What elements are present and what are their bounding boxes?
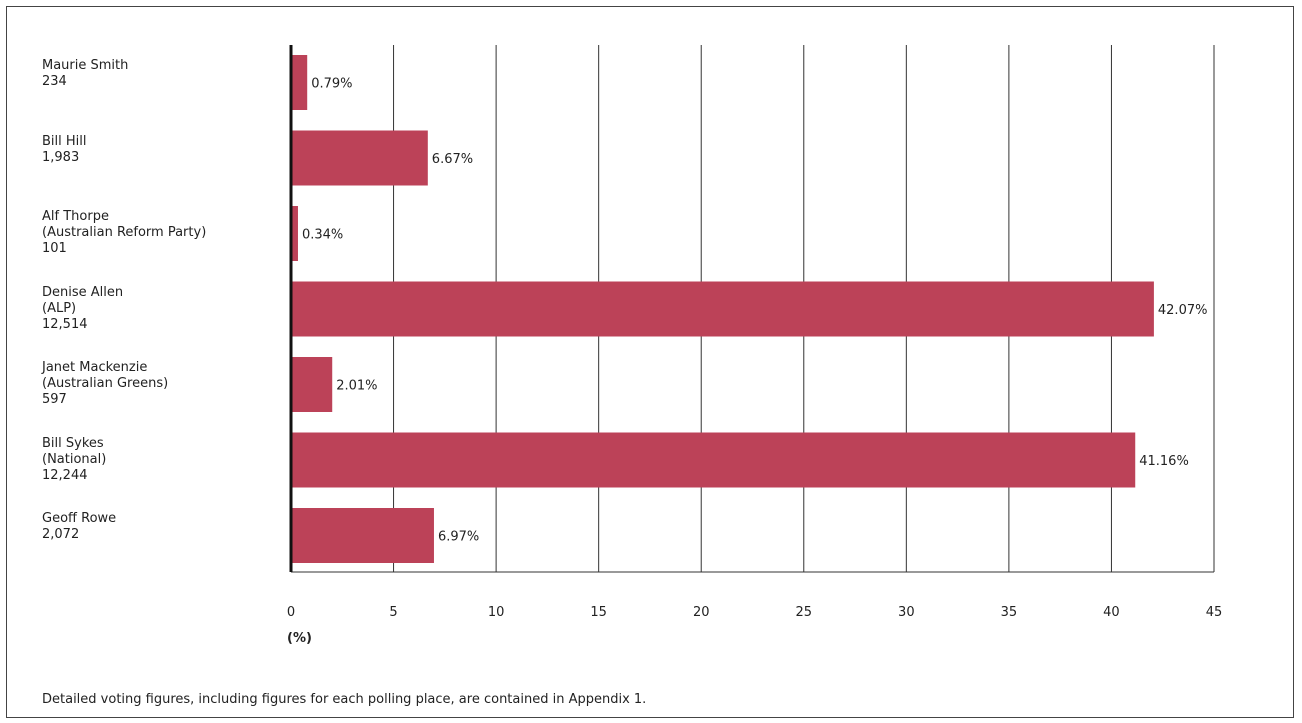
x-tick-40: 40 — [1103, 605, 1120, 620]
value-label-2: 0.34% — [302, 228, 343, 243]
candidate-label-4: Janet Mackenzie (Australian Greens) 597 — [42, 360, 168, 408]
candidate-name-line: (Australian Reform Party) — [42, 225, 207, 240]
x-tick-35: 35 — [1001, 605, 1018, 620]
candidate-votes: 234 — [42, 74, 67, 89]
candidate-name-line: (ALP) — [42, 300, 77, 316]
x-tick-30: 30 — [898, 605, 915, 620]
candidate-votes: 12,514 — [42, 316, 88, 332]
candidate-label-0: Maurie Smith 234 — [42, 58, 128, 90]
candidate-votes: 597 — [42, 392, 67, 407]
x-tick-45: 45 — [1206, 605, 1223, 620]
value-label-6: 6.97% — [438, 530, 479, 545]
x-tick-0: 0 — [287, 605, 295, 620]
candidate-label-3: Denise Allen (ALP) 12,514 — [42, 285, 123, 333]
value-label-1: 6.67% — [432, 152, 473, 167]
candidate-name-line: Denise Allen — [42, 284, 124, 300]
footnote: Detailed voting figures, including figur… — [42, 692, 647, 707]
x-tick-5: 5 — [389, 605, 397, 620]
bar-3 — [291, 281, 1154, 337]
value-label-5: 41.16% — [1139, 454, 1189, 469]
candidate-votes: 2,072 — [42, 527, 80, 542]
candidate-label-1: Bill Hill 1,983 — [42, 134, 87, 166]
candidate-votes: 101 — [42, 241, 67, 256]
candidate-name-line: Alf Thorpe — [42, 209, 109, 224]
candidate-name-line: Bill Sykes — [42, 435, 104, 451]
bar-5 — [291, 432, 1136, 488]
bar-2 — [291, 206, 298, 261]
candidate-name-line: Geoff Rowe — [42, 511, 117, 526]
bar-1 — [291, 130, 428, 186]
value-label-3: 42.07% — [1158, 303, 1208, 318]
x-tick-20: 20 — [693, 605, 710, 620]
candidate-votes: 1,983 — [42, 149, 80, 165]
candidate-label-2: Alf Thorpe (Australian Reform Party) 101 — [42, 209, 206, 257]
value-label-0: 0.79% — [311, 77, 352, 92]
x-axis-label: (%) — [287, 631, 312, 646]
x-tick-10: 10 — [488, 605, 505, 620]
value-label-4: 2.01% — [336, 379, 377, 394]
candidate-label-5: Bill Sykes (National) 12,244 — [42, 436, 106, 484]
x-tick-25: 25 — [796, 605, 813, 620]
x-tick-15: 15 — [590, 605, 607, 620]
candidate-label-6: Geoff Rowe 2,072 — [42, 511, 116, 543]
bar-4 — [291, 357, 333, 412]
chart-frame — [6, 6, 1294, 718]
candidate-votes: 12,244 — [42, 467, 88, 483]
candidate-name-line: (National) — [42, 451, 107, 467]
bar-6 — [291, 508, 434, 563]
candidate-name-line: Bill Hill — [42, 133, 87, 149]
bar-0 — [291, 55, 308, 110]
candidate-name-line: (Australian Greens) — [42, 376, 169, 391]
candidate-name-line: Janet Mackenzie — [42, 360, 148, 375]
candidate-name-line: Maurie Smith — [42, 58, 129, 73]
